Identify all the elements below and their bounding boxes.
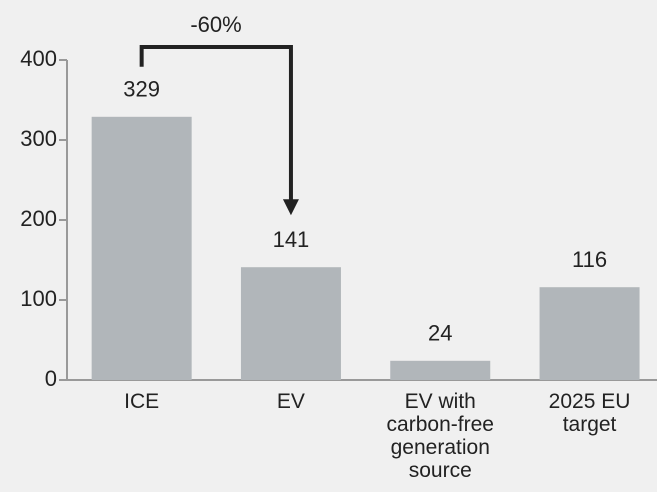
value-label: 329	[123, 77, 160, 102]
x-tick-label: 2025 EU target	[548, 390, 631, 436]
x-tick-label: EV with carbon-free generation source	[386, 390, 494, 482]
x-tick-label: EV	[276, 390, 305, 413]
x-tick-label: ICE	[124, 390, 160, 413]
y-tick-label: 100	[20, 286, 57, 311]
annotation-label: -60%	[190, 12, 241, 37]
y-tick-label: 300	[20, 126, 57, 151]
value-label: 24	[428, 321, 452, 346]
y-tick-label: 0	[45, 366, 57, 391]
bar	[91, 116, 192, 381]
value-label: 141	[273, 227, 310, 252]
annotation-arrowhead	[282, 199, 299, 216]
value-label: 116	[572, 247, 607, 272]
bar	[240, 267, 341, 380]
bar	[390, 360, 491, 380]
y-tick-label: 200	[20, 206, 57, 231]
annotation-arrow	[139, 45, 293, 208]
bar	[539, 287, 640, 380]
y-tick-label: 400	[20, 46, 57, 71]
